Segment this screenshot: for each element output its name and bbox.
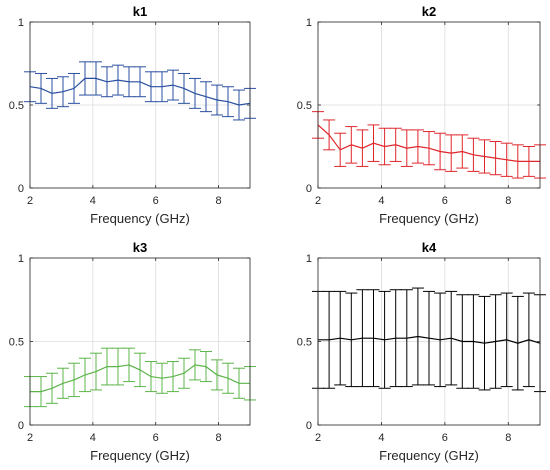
y-tick-label: 1: [18, 253, 24, 265]
x-axis-label: Frequency (GHz): [90, 211, 190, 226]
x-tick-label: 4: [90, 195, 96, 207]
x-tick-label: 4: [90, 432, 96, 444]
y-tick-label: 0.5: [297, 337, 312, 349]
x-tick-label: 8: [216, 432, 222, 444]
y-tick-label: 0: [306, 183, 312, 195]
chart-title: k4: [422, 240, 437, 255]
x-tick-label: 4: [378, 195, 384, 207]
y-tick-label: 1: [306, 17, 312, 29]
y-tick-label: 0: [18, 183, 24, 195]
x-tick-label: 2: [315, 195, 321, 207]
y-tick-label: 0.5: [297, 100, 312, 112]
series-line-k1: [29, 77, 251, 106]
x-tick-label: 6: [153, 432, 159, 444]
x-tick-label: 6: [442, 432, 448, 444]
x-axis-label: Frequency (GHz): [90, 448, 190, 463]
series-line-k3: [30, 364, 250, 393]
chart-title: k1: [133, 4, 147, 19]
x-tick-label: 6: [442, 195, 448, 207]
x-tick-label: 2: [27, 195, 33, 207]
series-line-k4: [318, 335, 541, 344]
x-tick-label: 6: [153, 195, 159, 207]
chart-title: k3: [133, 240, 147, 255]
x-tick-label: 4: [378, 432, 384, 444]
chart-title: k2: [422, 4, 436, 19]
x-tick-label: 2: [315, 432, 321, 444]
y-tick-label: 0.5: [9, 337, 24, 349]
series-line-k2: [317, 124, 540, 162]
y-tick-label: 1: [306, 253, 312, 265]
x-tick-label: 8: [505, 432, 511, 444]
y-tick-label: 0.5: [9, 100, 24, 112]
x-tick-label: 8: [216, 195, 222, 207]
x-tick-label: 8: [505, 195, 511, 207]
subplot-k3: 2 4 6 8 0 0.5 1 k3 Frequency (GHz): [9, 240, 256, 463]
x-tick-label: 2: [27, 432, 33, 444]
subplot-k4: 2 4 6 8 0 0.5 1 k4 Frequency (GHz): [297, 240, 546, 463]
y-tick-label: 0: [306, 420, 312, 432]
y-tick-label: 1: [18, 17, 24, 29]
x-axis-label: Frequency (GHz): [379, 448, 479, 463]
y-tick-label: 0: [18, 420, 24, 432]
subplot-k1: 2 4 6 8 0 0.5 1 k1 Frequency (GHz): [9, 4, 256, 226]
subplot-k2: 2 4 6 8 0 0.5 1 k2 Frequency (GHz): [297, 4, 546, 226]
x-axis-label: Frequency (GHz): [379, 211, 479, 226]
